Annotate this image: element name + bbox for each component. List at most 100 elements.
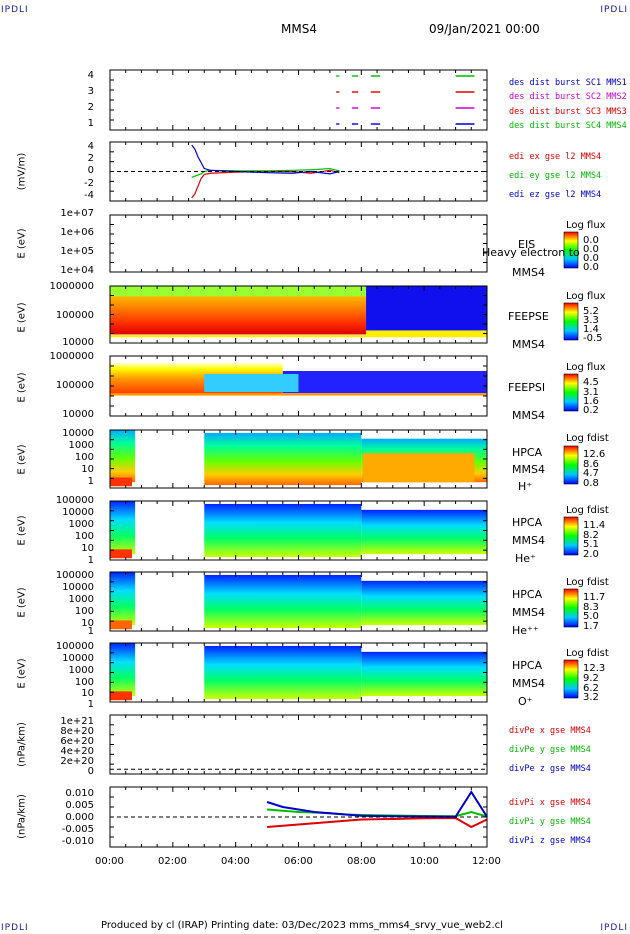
ytick: 1 [87,626,94,637]
hpca-hepp-mms: MMS4 [512,606,545,619]
ylabel-divpe: (nPa/km) [16,722,28,767]
legend-edi-ez: edi ez gse l2 MMS4 [509,190,602,200]
cb-title-hpca-he: Log fdist [566,505,609,516]
ytick: 6e+20 [60,736,94,747]
hpca-o-left [110,643,136,697]
cb-val: 0.0 [583,262,599,273]
legend-edi-ey: edi ey gse l2 MMS4 [509,171,602,181]
ytick: 10000 [62,428,94,439]
cb-val: 0.0 [583,253,599,264]
cb-val: 1.4 [583,324,599,335]
hpca-h-name: HPCA [512,446,543,459]
cb-val: 1.7 [583,621,599,632]
cb-val: 4.7 [583,468,599,479]
colorbar-hpca_he [563,516,579,556]
feepse-mms: MMS4 [512,338,545,351]
ytick: 1000 [68,594,94,605]
cb-val: 1.6 [583,396,599,407]
hpca-o-main [204,645,362,700]
cb-val: 3.1 [583,387,599,398]
legend-divpe-z: divPe z gse MMS4 [509,764,591,774]
ytick: 1 [87,118,94,129]
cb-title-hpca-h: Log fdist [566,433,609,444]
ytick: 10000 [62,507,94,518]
legend-divpi-x: divPi x gse MMS4 [509,798,591,808]
colorbar-hpca_o [563,659,579,699]
hpca-hepp-name: HPCA [512,588,543,601]
hpca-he-main [204,503,362,558]
hpca-he-right [361,509,487,555]
ylabel-divpi: (nPa/km) [16,794,28,839]
feepsi-floor [110,393,487,396]
ytick: 2 [87,153,94,164]
cb-val: 0.8 [583,478,599,489]
cb-val: 8.3 [583,602,599,613]
cb-val: 6.2 [583,683,599,694]
hpca-hepp-main [204,574,362,629]
ytick: 10000 [62,582,94,593]
xtick: 06:00 [284,856,313,867]
feepsi-mms: MMS4 [512,409,545,422]
hpca-he-species: He⁺ [515,552,536,565]
legend-divpi-z: divPi z gse MMS4 [509,836,591,846]
hpca-o-species: O⁺ [518,695,533,708]
hpca-o-low [110,691,132,701]
ytick: 100000 [55,495,94,506]
colorbar-hpca_hepp [563,588,579,628]
ytick: 2 [87,102,94,113]
legend-divpe-x: divPe x gse MMS4 [509,726,591,736]
ytick: 10 [81,464,94,475]
feepse-name: FEEPSE [508,310,549,323]
ytick: 100000 [55,641,94,652]
cb-val: 5.2 [583,306,599,317]
cb-val: 5.0 [583,611,599,622]
ylabel-hpca-o: E (eV) [16,658,28,689]
cb-val: 0.0 [583,244,599,255]
feepsi-noise [282,371,487,394]
feepse-low-flux [366,286,487,331]
cb-val: 0.2 [583,405,599,416]
hpca-o-mms: MMS4 [512,677,545,690]
ytick: 100 [74,452,94,463]
ytick: 0.010 [65,788,94,799]
ylabel-hpca-hepp: E (eV) [16,587,28,618]
cb-val: 12.3 [583,663,606,674]
corner-label-bottom-left: IPDLI [1,923,29,933]
cb-val: 3.3 [583,315,599,326]
legend-burst-sc4: des dist burst SC4 MMS4 [509,121,627,131]
ytick: 0.000 [65,812,94,823]
legend-burst-sc3: des dist burst SC3 MMS3 [509,107,627,117]
xtick: 04:00 [221,856,250,867]
ytick: 1000 [68,519,94,530]
hpca-h-mms: MMS4 [512,463,545,476]
colorbar-feepse [563,302,579,341]
ylabel-hpca-h: E (eV) [16,444,28,475]
hpca-o-name: HPCA [512,659,543,672]
eis-mms: MMS4 [512,266,545,279]
colorbar-eis [563,231,579,269]
ytick: 100 [74,677,94,688]
ytick: 1000000 [49,351,94,362]
ytick: 100000 [55,380,94,391]
panel-frame-burst [109,69,488,131]
corner-label-top-left: IPDLI [1,5,29,15]
ytick: 3 [87,86,94,97]
panel-frame-eis [109,214,488,273]
cb-val: 11.7 [583,592,606,603]
ytick: 1e+21 [60,716,94,727]
ytick: -0.005 [61,824,94,835]
hpca-h-species: H⁺ [518,480,533,493]
ylabel-hpca-he: E (eV) [16,515,28,546]
feepse-band [366,330,487,336]
xtick: 00:00 [95,856,124,867]
ytick: 4e+20 [60,746,94,757]
hpca-he-left [110,501,136,555]
ytick: 1000 [68,440,94,451]
ylabel-feepse: E (eV) [16,302,28,333]
edi-ex-line [191,169,340,199]
ytick: 4 [87,70,94,81]
ylabel-feepsi: E (eV) [16,372,28,403]
hpca-h-hot [362,453,475,483]
ytick: 1000000 [49,281,94,292]
